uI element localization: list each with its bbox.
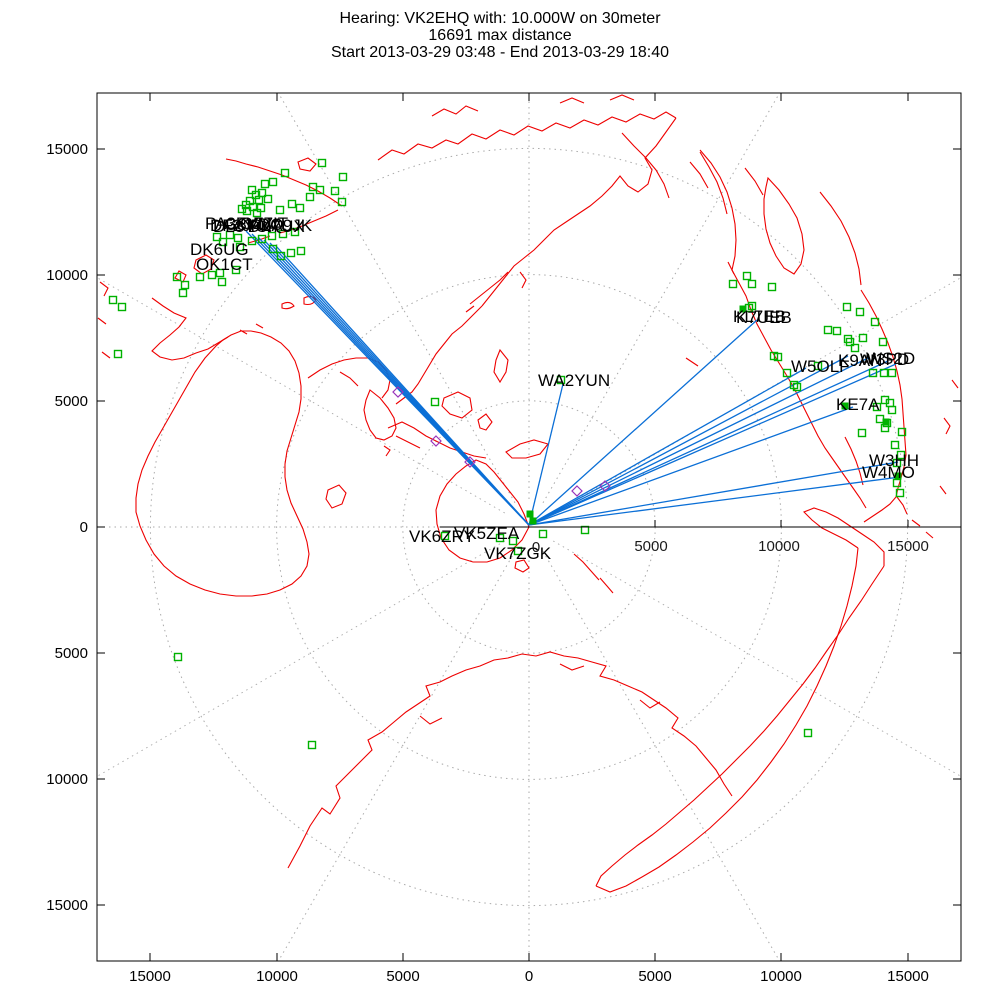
callsign-label: KE7A xyxy=(836,395,880,414)
callsign-label: OK1CT xyxy=(196,255,253,274)
callsign-label: G8VDQ xyxy=(224,215,284,234)
callsign-label: WS2D xyxy=(866,349,916,368)
y-axis-tick-label: 15000 xyxy=(46,141,88,158)
radial-tick-label: 10000 xyxy=(758,538,800,555)
coast-australia xyxy=(435,459,530,563)
callsign-label: K7UEB xyxy=(736,308,792,327)
title-line-3: Start 2013-03-29 03:48 - End 2013-03-29 … xyxy=(330,44,670,61)
callsign-label: K9AN xyxy=(838,351,883,370)
y-axis-tick-label: 5000 xyxy=(54,393,88,410)
callsign-label: DL8YCA xyxy=(213,217,280,236)
callsign-label: VK7ZGK xyxy=(484,544,552,563)
x-axis-tick-label: 15000 xyxy=(129,968,171,985)
radial-tick-label: 5000 xyxy=(634,538,668,555)
radial-tick-label: 0 xyxy=(531,539,541,556)
callsign-label: OZ7IT xyxy=(240,214,289,233)
coast-west-europe xyxy=(151,297,229,361)
coast-antarctica xyxy=(287,651,733,869)
x-axis-tick-label: 5000 xyxy=(386,968,420,985)
x-axis-tick-label: 10000 xyxy=(256,968,298,985)
callsign-label: W4MO xyxy=(862,463,915,482)
title-line-1: Hearing: VK2EHQ with: 10.000W on 30meter xyxy=(339,10,661,27)
callsign-label: WA2YUN xyxy=(538,371,611,390)
callsign-label: VK6ZRY xyxy=(409,527,475,546)
callsign-label: LA9JK xyxy=(262,216,313,235)
callsign-label: W5OLF xyxy=(791,357,850,376)
callsign-label: VK5ZEA xyxy=(454,524,520,543)
callsign-label: DF2JP xyxy=(210,216,262,235)
x-axis-tick-label: 5000 xyxy=(638,968,672,985)
callsign-label: W3PD xyxy=(860,350,910,369)
coast-south-america xyxy=(595,565,885,887)
coast-north-america-east xyxy=(860,289,907,523)
plot-border-and-ticks xyxy=(96,92,962,962)
y-axis-tick-label: 15000 xyxy=(46,897,88,914)
callsign-label: W3HH xyxy=(869,451,920,470)
y-axis-tick-label: 0 xyxy=(79,519,88,536)
coastline-map xyxy=(97,94,959,893)
x-axis-tick-label: 10000 xyxy=(760,968,802,985)
y-axis-tick-label: 5000 xyxy=(54,645,88,662)
y-axis-tick-label: 10000 xyxy=(46,771,88,788)
diamond-markers xyxy=(392,386,611,497)
spot-markers xyxy=(108,158,907,750)
callsign-label: DK7UX xyxy=(248,217,305,236)
coast-africa xyxy=(135,330,310,597)
coast-siberia xyxy=(377,111,677,161)
callsign-label: DK6UG xyxy=(190,240,249,259)
title-line-2: 16691 max distance xyxy=(428,27,572,44)
x-axis-tick-label: 15000 xyxy=(887,968,929,985)
callsign-label: KL7EB xyxy=(733,307,786,326)
coast-north-america-west xyxy=(699,149,867,509)
coast-greenland xyxy=(763,176,805,275)
x-axis-tick-label: 0 xyxy=(524,968,534,985)
callsign-label: PA3FYM xyxy=(205,214,272,233)
radial-tick-label: 15000 xyxy=(887,538,929,555)
y-axis-tick-label: 10000 xyxy=(46,267,88,284)
coast-east-asia xyxy=(481,117,677,307)
plot-title: Hearing: VK2EHQ with: 10.000W on 30meter… xyxy=(0,10,1000,61)
